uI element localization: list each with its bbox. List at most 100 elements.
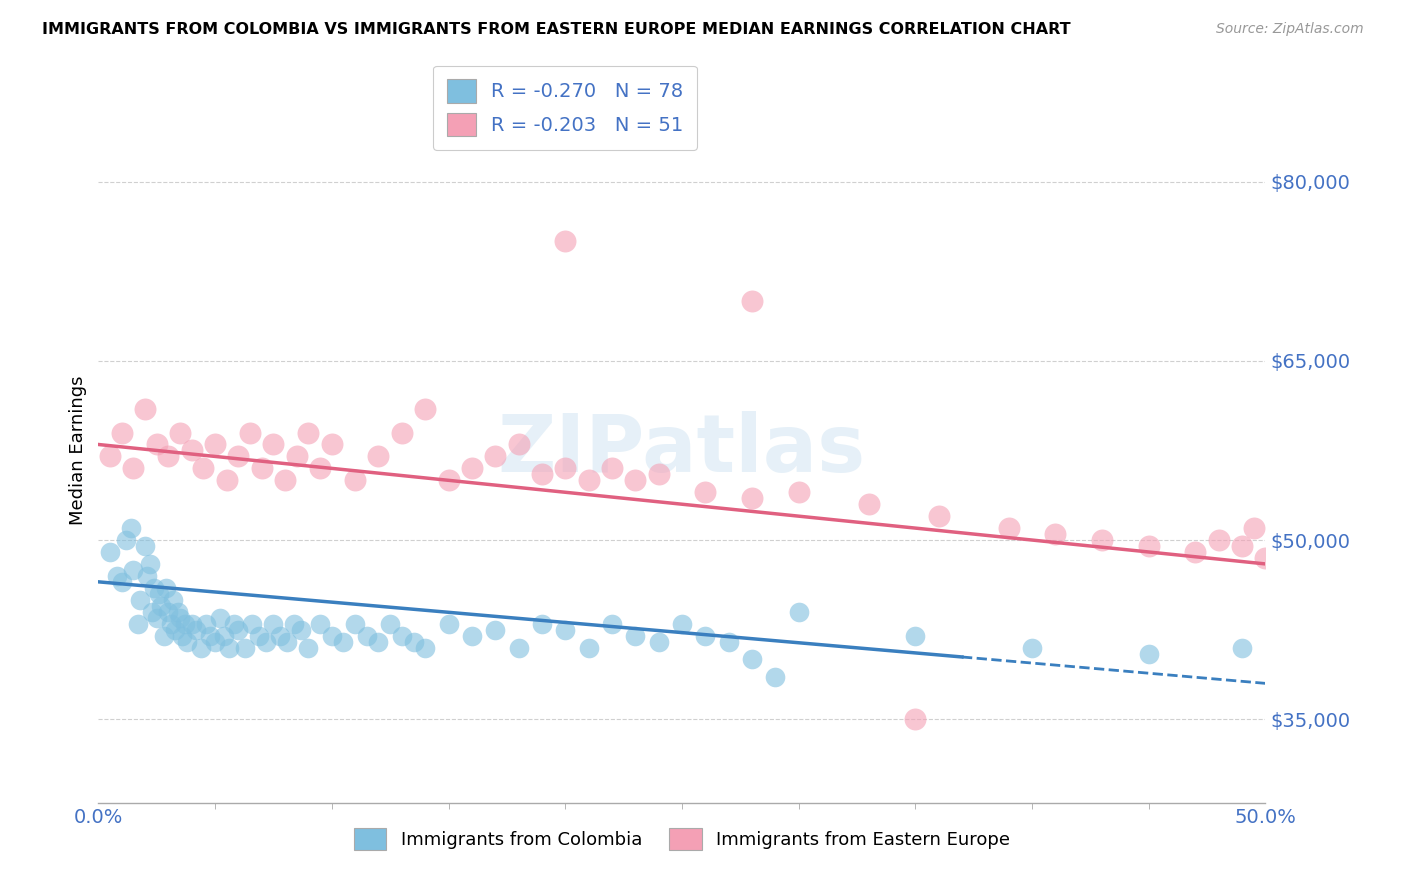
Point <box>190 640 212 655</box>
Point <box>157 450 180 464</box>
Point <box>578 473 600 487</box>
Point <box>141 605 163 619</box>
Point <box>1243 521 1265 535</box>
Point <box>380 616 402 631</box>
Point <box>554 461 576 475</box>
Point <box>169 610 191 624</box>
Point <box>169 425 191 440</box>
Point <box>159 616 181 631</box>
Point <box>262 437 284 451</box>
Point <box>928 509 950 524</box>
Point <box>139 557 162 571</box>
Point <box>228 450 250 464</box>
Point <box>122 461 145 475</box>
Point <box>508 640 530 655</box>
Point <box>309 461 332 475</box>
Point <box>134 539 156 553</box>
Point <box>321 437 343 451</box>
Point <box>122 563 145 577</box>
Point <box>193 461 215 475</box>
Point <box>276 634 298 648</box>
Point <box>228 623 250 637</box>
Point <box>1230 539 1253 553</box>
Point <box>186 623 208 637</box>
Point <box>1230 640 1253 655</box>
Point <box>741 294 763 309</box>
Point <box>787 605 810 619</box>
Point <box>1208 533 1230 547</box>
Point <box>239 425 262 440</box>
Point <box>413 640 436 655</box>
Y-axis label: Median Earnings: Median Earnings <box>69 376 87 525</box>
Point <box>242 616 264 631</box>
Point <box>98 450 121 464</box>
Point <box>717 634 740 648</box>
Point <box>332 634 354 648</box>
Point <box>578 640 600 655</box>
Point <box>437 473 460 487</box>
Point <box>413 401 436 416</box>
Point <box>997 521 1019 535</box>
Text: Source: ZipAtlas.com: Source: ZipAtlas.com <box>1216 22 1364 37</box>
Point <box>484 450 506 464</box>
Point <box>297 640 319 655</box>
Point <box>200 629 222 643</box>
Point <box>1254 551 1277 566</box>
Point <box>98 545 121 559</box>
Point <box>647 467 669 482</box>
Point <box>155 581 177 595</box>
Point <box>136 569 159 583</box>
Point <box>172 629 194 643</box>
Point <box>1137 539 1160 553</box>
Point <box>129 592 152 607</box>
Point <box>249 629 271 643</box>
Point <box>152 629 174 643</box>
Text: ZIPatlas: ZIPatlas <box>498 411 866 490</box>
Point <box>554 623 576 637</box>
Point <box>367 450 389 464</box>
Point <box>274 473 297 487</box>
Point <box>367 634 389 648</box>
Point <box>391 425 413 440</box>
Point <box>143 581 166 595</box>
Text: IMMIGRANTS FROM COLOMBIA VS IMMIGRANTS FROM EASTERN EUROPE MEDIAN EARNINGS CORRE: IMMIGRANTS FROM COLOMBIA VS IMMIGRANTS F… <box>42 22 1071 37</box>
Point <box>554 235 576 249</box>
Point <box>461 461 484 475</box>
Point <box>111 425 134 440</box>
Point <box>166 605 188 619</box>
Point <box>600 461 623 475</box>
Point <box>1091 533 1114 547</box>
Point <box>285 450 308 464</box>
Point <box>157 605 180 619</box>
Point <box>176 634 198 648</box>
Point <box>150 599 173 613</box>
Point <box>624 473 647 487</box>
Point <box>1184 545 1206 559</box>
Point <box>402 634 425 648</box>
Point <box>127 616 149 631</box>
Point <box>115 533 138 547</box>
Point <box>162 592 184 607</box>
Point <box>530 467 553 482</box>
Point <box>508 437 530 451</box>
Point <box>391 629 413 643</box>
Point <box>269 629 291 643</box>
Point <box>741 491 763 506</box>
Point <box>111 574 134 589</box>
Point <box>344 616 367 631</box>
Point <box>741 652 763 666</box>
Point <box>194 616 217 631</box>
Point <box>356 629 378 643</box>
Point <box>1045 527 1067 541</box>
Point <box>484 623 506 637</box>
Point <box>204 437 226 451</box>
Point <box>146 437 169 451</box>
Point <box>763 670 786 684</box>
Point <box>290 623 312 637</box>
Point <box>695 485 717 500</box>
Point <box>134 401 156 416</box>
Point <box>297 425 319 440</box>
Point <box>148 587 170 601</box>
Point <box>1021 640 1043 655</box>
Point <box>208 610 231 624</box>
